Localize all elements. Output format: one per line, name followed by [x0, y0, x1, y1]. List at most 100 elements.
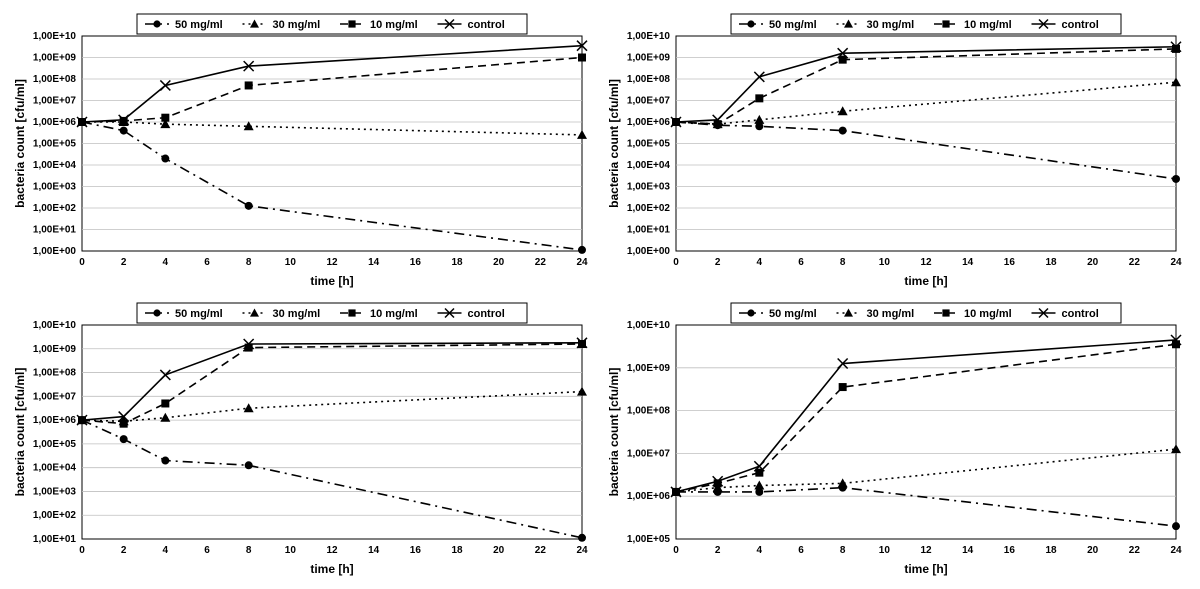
- svg-text:1,00E+00: 1,00E+00: [33, 246, 77, 257]
- svg-text:1,00E+04: 1,00E+04: [33, 160, 77, 171]
- svg-text:10: 10: [879, 545, 891, 556]
- svg-text:1,00E+03: 1,00E+03: [627, 182, 671, 193]
- svg-text:50 mg/ml: 50 mg/ml: [175, 19, 223, 31]
- svg-text:24: 24: [1170, 545, 1182, 556]
- svg-text:1,00E+07: 1,00E+07: [33, 96, 77, 107]
- svg-text:time [h]: time [h]: [904, 274, 947, 288]
- svg-text:1,00E+10: 1,00E+10: [33, 320, 77, 331]
- svg-text:18: 18: [1045, 257, 1057, 268]
- svg-text:16: 16: [1004, 257, 1016, 268]
- svg-text:0: 0: [79, 257, 85, 268]
- svg-text:0: 0: [79, 545, 85, 556]
- svg-text:control: control: [1062, 308, 1099, 320]
- svg-text:control: control: [468, 308, 505, 320]
- svg-text:20: 20: [493, 257, 505, 268]
- svg-text:1,00E+06: 1,00E+06: [33, 117, 77, 128]
- svg-text:1,00E+04: 1,00E+04: [33, 463, 77, 474]
- svg-text:22: 22: [1129, 545, 1141, 556]
- svg-text:20: 20: [493, 545, 505, 556]
- svg-text:30 mg/ml: 30 mg/ml: [273, 19, 321, 31]
- svg-text:10: 10: [285, 257, 297, 268]
- svg-text:6: 6: [798, 545, 804, 556]
- svg-text:6: 6: [798, 257, 804, 268]
- svg-text:50 mg/ml: 50 mg/ml: [769, 308, 817, 320]
- svg-text:1,00E+07: 1,00E+07: [627, 96, 671, 107]
- svg-text:1,00E+09: 1,00E+09: [627, 363, 671, 374]
- chart-panel-2: 1,00E+00 1,00E+01 1,00E+02 1,00E+03 1,00E+04…: [604, 10, 1190, 291]
- svg-text:2: 2: [121, 545, 127, 556]
- svg-text:4: 4: [757, 545, 763, 556]
- svg-text:22: 22: [1129, 257, 1141, 268]
- svg-text:24: 24: [576, 545, 588, 556]
- svg-text:10 mg/ml: 10 mg/ml: [964, 19, 1012, 31]
- svg-text:6: 6: [204, 257, 210, 268]
- svg-text:14: 14: [962, 257, 974, 268]
- svg-text:1,00E+09: 1,00E+09: [627, 53, 671, 64]
- svg-text:18: 18: [1045, 545, 1057, 556]
- svg-text:1,00E+03: 1,00E+03: [33, 182, 77, 193]
- svg-text:20: 20: [1087, 257, 1099, 268]
- chart-panel-4: 1,00E+05 1,00E+06 1,00E+07 1,00E+08 1,00E+09…: [604, 299, 1190, 579]
- svg-text:18: 18: [451, 257, 463, 268]
- svg-text:24: 24: [1170, 257, 1182, 268]
- svg-text:10: 10: [879, 257, 891, 268]
- svg-text:50 mg/ml: 50 mg/ml: [769, 19, 817, 31]
- svg-text:8: 8: [840, 545, 846, 556]
- svg-text:4: 4: [757, 257, 763, 268]
- svg-text:1,00E+04: 1,00E+04: [627, 160, 671, 171]
- svg-text:8: 8: [840, 257, 846, 268]
- svg-text:10 mg/ml: 10 mg/ml: [370, 19, 418, 31]
- svg-text:30 mg/ml: 30 mg/ml: [867, 19, 915, 31]
- svg-text:1,00E+01: 1,00E+01: [33, 225, 77, 236]
- svg-text:1,00E+07: 1,00E+07: [627, 448, 671, 459]
- svg-text:2: 2: [121, 257, 127, 268]
- svg-text:10 mg/ml: 10 mg/ml: [964, 308, 1012, 320]
- svg-text:20: 20: [1087, 545, 1099, 556]
- svg-text:16: 16: [410, 257, 422, 268]
- svg-text:16: 16: [1004, 545, 1016, 556]
- svg-text:1,00E+00: 1,00E+00: [627, 246, 671, 257]
- svg-text:30 mg/ml: 30 mg/ml: [867, 308, 915, 320]
- svg-text:1,00E+05: 1,00E+05: [627, 534, 671, 545]
- svg-text:time [h]: time [h]: [310, 562, 353, 576]
- svg-text:22: 22: [535, 257, 547, 268]
- svg-text:1,00E+08: 1,00E+08: [33, 368, 77, 379]
- svg-text:12: 12: [920, 257, 932, 268]
- svg-text:12: 12: [326, 257, 338, 268]
- svg-text:1,00E+05: 1,00E+05: [627, 139, 671, 150]
- svg-text:50 mg/ml: 50 mg/ml: [175, 308, 223, 320]
- svg-text:1,00E+09: 1,00E+09: [33, 53, 77, 64]
- svg-text:1,00E+02: 1,00E+02: [627, 203, 671, 214]
- svg-text:1,00E+01: 1,00E+01: [33, 534, 77, 545]
- svg-text:1,00E+06: 1,00E+06: [627, 117, 671, 128]
- svg-text:0: 0: [673, 257, 679, 268]
- svg-text:4: 4: [163, 257, 169, 268]
- svg-text:1,00E+02: 1,00E+02: [33, 203, 77, 214]
- svg-text:time [h]: time [h]: [310, 274, 353, 288]
- svg-text:8: 8: [246, 545, 252, 556]
- svg-text:1,00E+08: 1,00E+08: [627, 74, 671, 85]
- svg-text:4: 4: [163, 545, 169, 556]
- svg-text:14: 14: [368, 545, 380, 556]
- svg-text:1,00E+08: 1,00E+08: [33, 74, 77, 85]
- svg-text:0: 0: [673, 545, 679, 556]
- svg-text:control: control: [1062, 19, 1099, 31]
- svg-text:8: 8: [246, 257, 252, 268]
- svg-text:24: 24: [576, 257, 588, 268]
- svg-text:10: 10: [285, 545, 297, 556]
- svg-text:1,00E+06: 1,00E+06: [627, 491, 671, 502]
- svg-text:14: 14: [368, 257, 380, 268]
- svg-text:1,00E+01: 1,00E+01: [627, 225, 671, 236]
- chart-panel-1: 1,00E+00 1,00E+01 1,00E+02 1,00E+03 1,00E+04…: [10, 10, 596, 291]
- svg-text:bacteria count [cfu/ml]: bacteria count [cfu/ml]: [13, 368, 27, 497]
- svg-text:1,00E+10: 1,00E+10: [33, 31, 77, 42]
- svg-text:10 mg/ml: 10 mg/ml: [370, 308, 418, 320]
- svg-text:22: 22: [535, 545, 547, 556]
- svg-text:1,00E+03: 1,00E+03: [33, 486, 77, 497]
- svg-text:14: 14: [962, 545, 974, 556]
- svg-text:12: 12: [326, 545, 338, 556]
- svg-text:1,00E+08: 1,00E+08: [627, 406, 671, 417]
- svg-text:1,00E+07: 1,00E+07: [33, 391, 77, 402]
- svg-text:18: 18: [451, 545, 463, 556]
- svg-text:bacteria count [cfu/ml]: bacteria count [cfu/ml]: [13, 79, 27, 208]
